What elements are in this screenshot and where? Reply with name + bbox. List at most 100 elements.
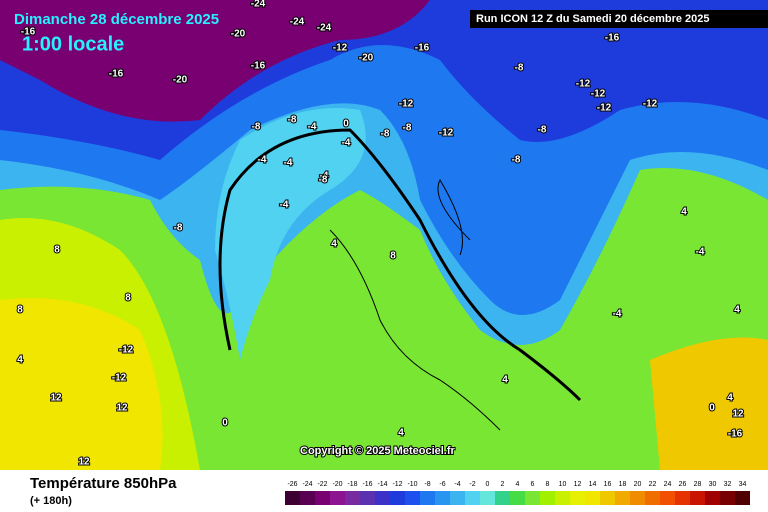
run-info: Run ICON 12 Z du Samedi 20 décembre 2025: [476, 13, 710, 25]
legend-swatch: [570, 491, 585, 505]
contour-label: 8: [17, 305, 23, 316]
contour-label: -20: [359, 53, 374, 64]
contour-label: -12: [119, 345, 134, 356]
time: 1:00 locale: [22, 33, 124, 55]
contour-label: -12: [399, 99, 414, 110]
copyright: Copyright © 2025 Meteociel.fr: [300, 445, 456, 457]
legend-label: 32: [724, 481, 732, 488]
coastline: [329, 229, 501, 431]
contour-label: -4: [613, 309, 622, 320]
contour-label: -12: [439, 128, 454, 139]
legend-swatch: [630, 491, 645, 505]
legend-swatch: [555, 491, 570, 505]
contour-label: -8: [538, 125, 547, 136]
legend-label: -10: [407, 481, 417, 488]
legend-swatch: [720, 491, 735, 505]
legend-swatch: [420, 491, 435, 505]
legend-label: 6: [531, 481, 535, 488]
legend-label: -4: [454, 481, 460, 488]
legend-label: -26: [287, 481, 297, 488]
contour-label: -4: [696, 247, 705, 258]
legend-label: -6: [439, 481, 445, 488]
contour-label: -16: [728, 429, 743, 440]
legend-label: -8: [424, 481, 430, 488]
contour-label: -16: [415, 43, 430, 54]
contour-label: -20: [173, 75, 188, 86]
contour-label: 4: [502, 375, 508, 386]
contour-label: -12: [597, 103, 612, 114]
legend-label: -14: [377, 481, 387, 488]
warm-area: [0, 298, 163, 470]
legend-swatch: [735, 491, 750, 505]
legend-label: 16: [604, 481, 612, 488]
legend-swatch: [285, 491, 300, 505]
contour-label: 4: [681, 207, 687, 218]
contour-label: -12: [643, 99, 658, 110]
legend-label: 34: [739, 481, 747, 488]
contour-label: 4: [331, 239, 337, 250]
contour-label: -8: [381, 129, 390, 140]
contour-label: 8: [125, 293, 131, 304]
contour-label: 4: [727, 393, 733, 404]
legend-swatch: [345, 491, 360, 505]
legend: -26 -24 -22 -20 -18 -16 -14 -12 -10 -8 -6 -4 -2 0 2 4 6 8…: [285, 481, 750, 505]
contour-label: -8: [252, 122, 261, 133]
contour-label: 4: [17, 355, 23, 366]
legend-label: -20: [332, 481, 342, 488]
contour-label: -8: [174, 223, 183, 234]
contour-label: -12: [112, 373, 127, 384]
legend-label: 30: [709, 481, 717, 488]
legend-label: -22: [317, 481, 327, 488]
contour-label: -8: [515, 63, 524, 74]
legend-swatch: [435, 491, 450, 505]
legend-label: 22: [649, 481, 657, 488]
contour-label: -24: [317, 23, 332, 34]
legend-swatch: [585, 491, 600, 505]
contour-label: -4: [308, 122, 317, 133]
cold-area: [0, 0, 430, 122]
legend-swatch: [600, 491, 615, 505]
date: Dimanche 28 décembre 2025: [14, 11, 219, 28]
legend-swatch: [390, 491, 405, 505]
legend-swatch: [450, 491, 465, 505]
run-box: [470, 10, 768, 28]
legend-label: -2: [469, 481, 475, 488]
contour-label: -20: [231, 29, 246, 40]
legend-swatch: [315, 491, 330, 505]
legend-swatch: [540, 491, 555, 505]
legend-swatch: [660, 491, 675, 505]
legend-label: -12: [392, 481, 402, 488]
contour-label: 12: [78, 457, 90, 468]
contour-label: 12: [50, 393, 62, 404]
legend-swatch: [330, 491, 345, 505]
contour-label: 8: [390, 251, 396, 262]
legend-swatch: [615, 491, 630, 505]
legend-label: 24: [664, 481, 672, 488]
legend-swatch: [495, 491, 510, 505]
contour-label: 8: [54, 245, 60, 256]
legend-label: 18: [619, 481, 627, 488]
contour-label: 4: [398, 428, 404, 439]
contour-label: -12: [576, 79, 591, 90]
legend-label: 2: [501, 481, 505, 488]
legend-swatch: [510, 491, 525, 505]
contour-labels: -24 -24 -24 -20 -20 -16 -16 -20 -16 -12 -16 -12 -8 -8…: [16, 0, 745, 469]
legend-swatch: [645, 491, 660, 505]
cool-area: [215, 108, 366, 360]
legend-swatch: [405, 491, 420, 505]
contour-label: -24: [251, 0, 266, 10]
legend-label: -18: [347, 481, 357, 488]
legend-swatch: [525, 491, 540, 505]
contour-label: -8: [288, 115, 297, 126]
contour-label: 0: [709, 403, 715, 414]
contour-label: 0: [343, 119, 349, 130]
legend-swatch: [675, 491, 690, 505]
contour-label: -4: [284, 158, 293, 169]
legend-label: 28: [694, 481, 702, 488]
legend-label: 26: [679, 481, 687, 488]
contour-label: -16: [109, 69, 124, 80]
legend-swatch: [465, 491, 480, 505]
contour-label: 4: [734, 305, 740, 316]
legend-swatch: [300, 491, 315, 505]
